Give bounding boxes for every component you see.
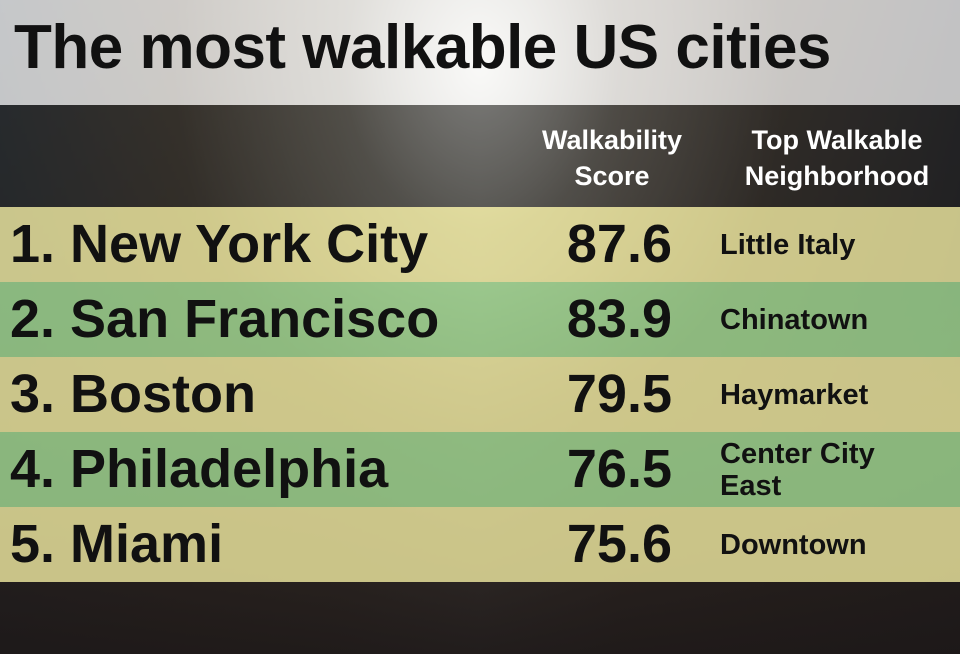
city: 1. New York City [10, 214, 429, 274]
city: 2. San Francisco [10, 289, 440, 349]
table-row: 1. New York City 87.6 Little Italy [0, 207, 960, 282]
city: 5. Miami [10, 514, 224, 574]
table-row: 3. Boston 79.5 Haymarket [0, 357, 960, 432]
neighborhood: Center City East [720, 437, 875, 502]
title: The most walkable US cities [14, 13, 831, 82]
score: 83.9 [566, 289, 672, 349]
score: 75.6 [566, 514, 672, 574]
column-header: Top Walkable Neighborhood [744, 125, 930, 191]
score: 76.5 [566, 439, 672, 499]
table-row: 2. San Francisco 83.9 Chinatown [0, 282, 960, 357]
header-band [0, 105, 960, 207]
neighborhood: Downtown [720, 528, 867, 561]
neighborhood: Chinatown [720, 303, 869, 336]
neighborhood: Little Italy [720, 228, 856, 261]
city: 3. Boston [10, 364, 257, 424]
column-header: Walkability Score [541, 125, 683, 191]
city: 4. Philadelphia [10, 439, 389, 499]
table-row: 5. Miami 75.6 Downtown [0, 507, 960, 582]
score: 79.5 [566, 364, 672, 424]
table-row: 4. Philadelphia 76.5 Center City East [0, 432, 960, 507]
score: 87.6 [566, 214, 672, 274]
neighborhood: Haymarket [720, 378, 869, 411]
title-band [0, 0, 960, 105]
